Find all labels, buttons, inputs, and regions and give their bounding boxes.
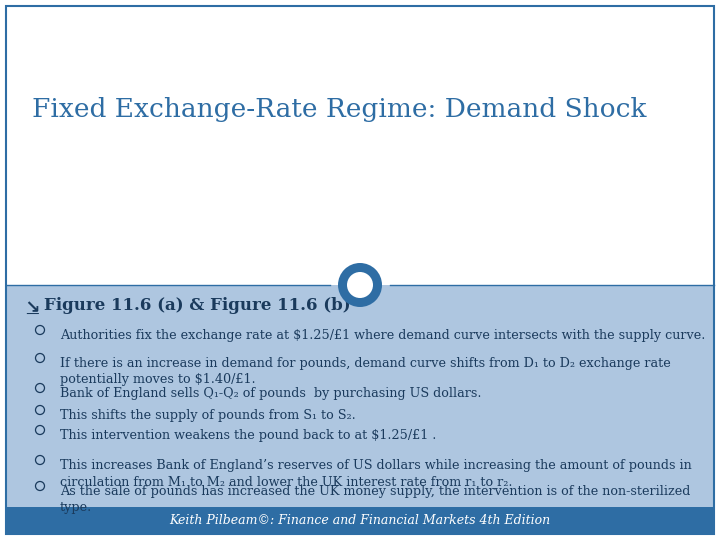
Text: This shifts the supply of pounds from S₁ to S₂.: This shifts the supply of pounds from S₁… [60,409,356,422]
Text: As the sale of pounds has increased the UK money supply, the intervention is of : As the sale of pounds has increased the … [60,485,690,515]
Circle shape [338,263,382,307]
Text: Keith Pilbeam©: Finance and Financial Markets 4th Edition: Keith Pilbeam©: Finance and Financial Ma… [169,515,551,528]
Circle shape [347,272,373,298]
Text: Bank of England sells Q₁-Q₂ of pounds  by purchasing US dollars.: Bank of England sells Q₁-Q₂ of pounds by… [60,387,482,400]
Bar [6,285,714,507]
Bar [0,0,720,285]
Text: Authorities fix the exchange rate at $1.25/£1 where demand curve intersects with: Authorities fix the exchange rate at $1.… [60,329,706,342]
Text: This increases Bank of England’s reserves of US dollars while increasing the amo: This increases Bank of England’s reserve… [60,459,692,489]
Text: ↸: ↸ [22,296,37,314]
Bar [6,507,714,534]
Text: This intervention weakens the pound back to at $1.25/£1 .: This intervention weakens the pound back… [60,429,436,442]
Text: Fixed Exchange-Rate Regime: Demand Shock: Fixed Exchange-Rate Regime: Demand Shock [32,98,647,123]
Text: If there is an increase in demand for pounds, demand curve shifts from D₁ to D₂ : If there is an increase in demand for po… [60,357,671,387]
Text: Figure 11.6 (a) & Figure 11.6 (b): Figure 11.6 (a) & Figure 11.6 (b) [44,296,351,314]
